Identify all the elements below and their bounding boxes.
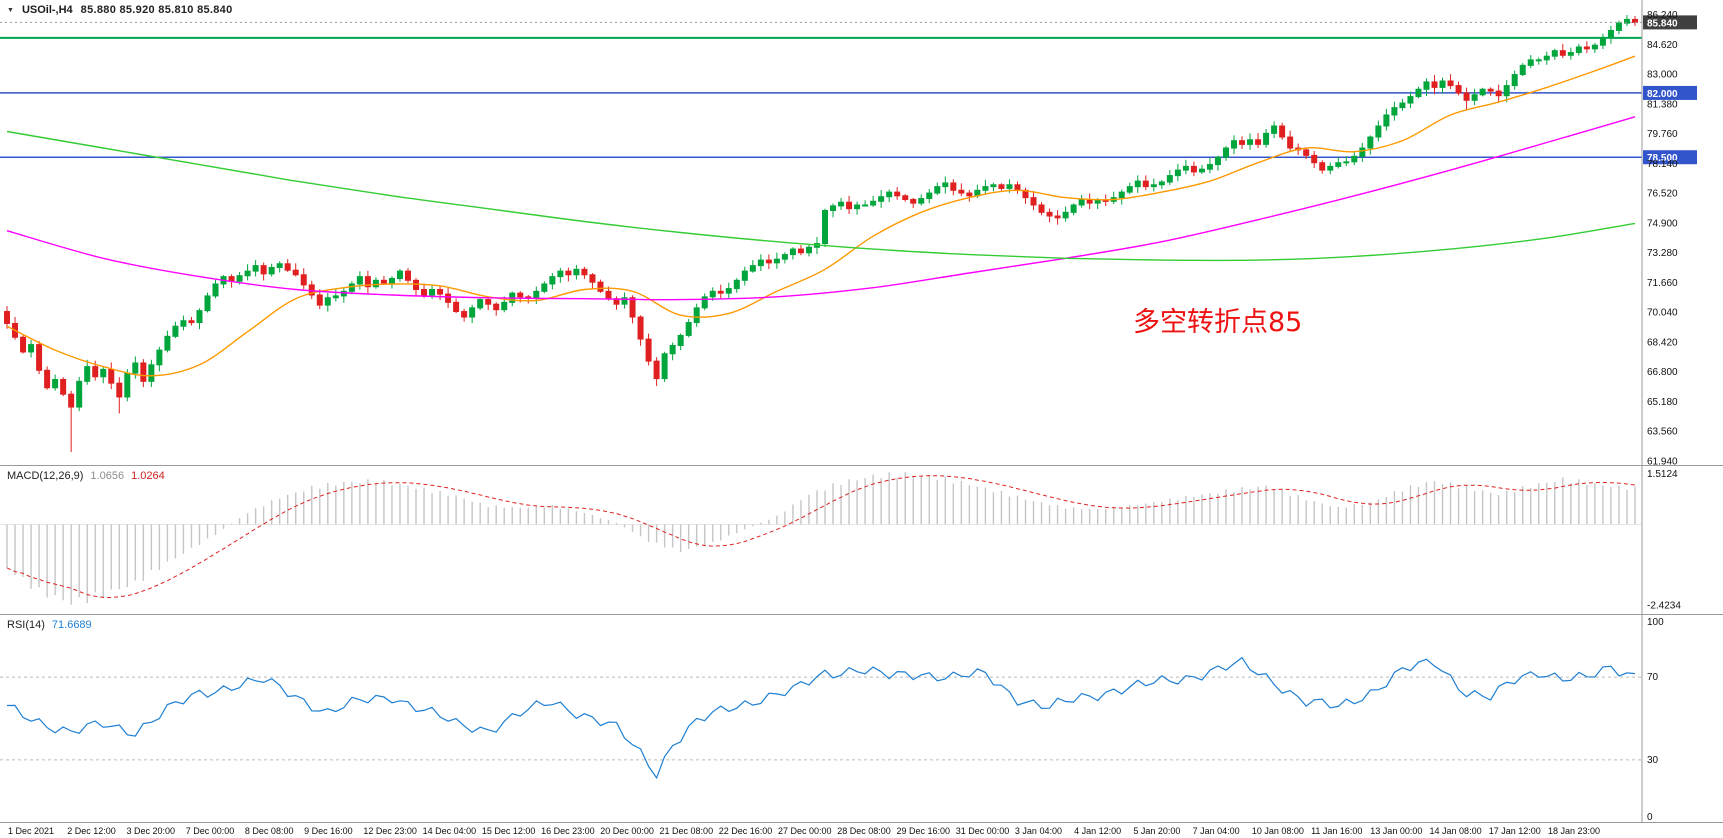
x-axis-label: 2 Dec 12:00	[67, 826, 116, 836]
x-axis-label: 15 Dec 12:00	[481, 826, 536, 836]
ma-line-ma_slow	[6, 130, 1636, 262]
y-axis-label: 81.380	[1647, 99, 1678, 110]
x-axis-label: 13 Jan 00:00	[1370, 826, 1423, 836]
ohlc-values: 85.880 85.920 85.810 85.840	[80, 4, 233, 16]
y-axis-label: 84.620	[1647, 40, 1678, 51]
x-axis-label: 5 Jan 20:00	[1133, 826, 1181, 836]
x-axis-label: 3 Jan 04:00	[1014, 826, 1062, 836]
macd-name: MACD(12,26,9)	[7, 470, 84, 482]
rsi-axis-label: 0	[1647, 812, 1653, 822]
y-axis-label: 76.520	[1647, 189, 1678, 200]
svg-text:82.000: 82.000	[1647, 89, 1678, 100]
y-axis-label: 71.660	[1647, 278, 1678, 289]
x-axis-label: 21 Dec 08:00	[659, 826, 714, 836]
x-axis-label: 14 Dec 04:00	[422, 826, 477, 836]
y-axis-label: 65.180	[1647, 397, 1678, 408]
ma-line-ma_mid	[6, 116, 1636, 301]
macd-signal-value: 1.0264	[131, 470, 165, 482]
panel-separator-macd[interactable]	[0, 465, 1723, 466]
x-axis-label: 22 Dec 16:00	[718, 826, 773, 836]
candles	[4, 15, 1638, 453]
symbol-timeframe-label: USOil-,H4	[21, 4, 73, 16]
y-axis-label: 66.800	[1647, 367, 1678, 378]
symbol-dropdown-icon[interactable]: ▼	[7, 6, 14, 14]
x-axis-label: 18 Jan 23:00	[1548, 826, 1601, 836]
x-axis-label: 29 Dec 16:00	[896, 826, 950, 836]
rsi-indicator-label: RSI(14) 71.6689	[7, 619, 92, 631]
rsi-name: RSI(14)	[7, 619, 45, 631]
chart-header: ▼ USOil-,H4 85.880 85.920 85.810 85.840	[7, 4, 233, 16]
x-axis-label: 9 Dec 16:00	[304, 826, 353, 836]
y-axis-label: 86.240	[1647, 10, 1678, 21]
price-axis[interactable]: 86.240 84.620 83.000 81.380 79.760 78.140 76.5…	[1647, 10, 1678, 467]
panel-separator-rsi[interactable]	[0, 614, 1723, 615]
x-axis-label: 8 Dec 08:00	[244, 826, 294, 836]
x-axis-label: 16 Dec 23:00	[541, 826, 595, 836]
rsi-axis-label: 70	[1647, 672, 1659, 683]
rsi-line	[6, 656, 1636, 780]
x-axis-label: 1 Dec 2021	[8, 826, 55, 836]
x-axis-label: 7 Dec 00:00	[185, 826, 235, 836]
y-axis-label: 70.040	[1647, 308, 1678, 319]
svg-text:85.840: 85.840	[1647, 18, 1678, 29]
x-axis-label: 4 Jan 12:00	[1074, 826, 1122, 836]
macd-series	[0, 472, 1642, 605]
svg-text:78.500: 78.500	[1647, 153, 1678, 164]
macd-axis-label: 1.5124	[1647, 469, 1678, 480]
price-tag: 78.500	[1643, 150, 1697, 165]
x-axis-label: 3 Dec 20:00	[126, 826, 175, 836]
y-axis-label: 78.140	[1647, 159, 1678, 170]
x-axis-label: 27 Dec 00:00	[778, 826, 832, 836]
rsi-axis-label: 30	[1647, 755, 1659, 766]
y-axis-label: 63.560	[1647, 427, 1678, 438]
macd-indicator-label: MACD(12,26,9) 1.0656 1.0264	[7, 470, 165, 482]
y-axis-label: 74.900	[1647, 218, 1678, 229]
ma-line-ma_fast	[6, 55, 1636, 377]
rsi-series	[0, 656, 1642, 780]
macd-axis-label: -2.4234	[1647, 600, 1681, 611]
chart-annotation-text: 多空转折点85	[1133, 307, 1303, 338]
x-axis-label: 28 Dec 08:00	[837, 826, 891, 836]
rsi-axis-label: 100	[1647, 617, 1664, 628]
x-axis-label: 10 Jan 08:00	[1251, 826, 1304, 836]
x-axis-label: 7 Jan 04:00	[1192, 826, 1240, 836]
y-axis-label: 61.940	[1647, 456, 1678, 467]
x-axis-label: 20 Dec 00:00	[600, 826, 654, 836]
macd-signal-line	[6, 475, 1636, 599]
x-axis-label: 12 Dec 23:00	[363, 826, 417, 836]
x-axis-label: 17 Jan 12:00	[1488, 826, 1541, 836]
macd-main-value: 1.0656	[90, 470, 125, 482]
price-tag: 85.840	[1643, 15, 1697, 30]
y-axis-label: 83.000	[1647, 70, 1678, 81]
time-axis[interactable]: 1 Dec 2021 2 Dec 12:00 3 Dec 20:00 7 Dec 00…	[0, 822, 1723, 838]
x-axis-label: 31 Dec 00:00	[955, 826, 1010, 836]
rsi-value: 71.6689	[51, 619, 92, 631]
price-tag: 82.000	[1643, 85, 1697, 100]
x-axis-label: 11 Jan 16:00	[1311, 826, 1363, 836]
y-axis-label: 73.280	[1647, 248, 1678, 259]
y-axis-label: 79.760	[1647, 129, 1678, 140]
y-axis-label: 68.420	[1647, 337, 1678, 348]
x-axis-label: 14 Jan 08:00	[1429, 826, 1482, 836]
level-lines	[0, 36, 1642, 158]
